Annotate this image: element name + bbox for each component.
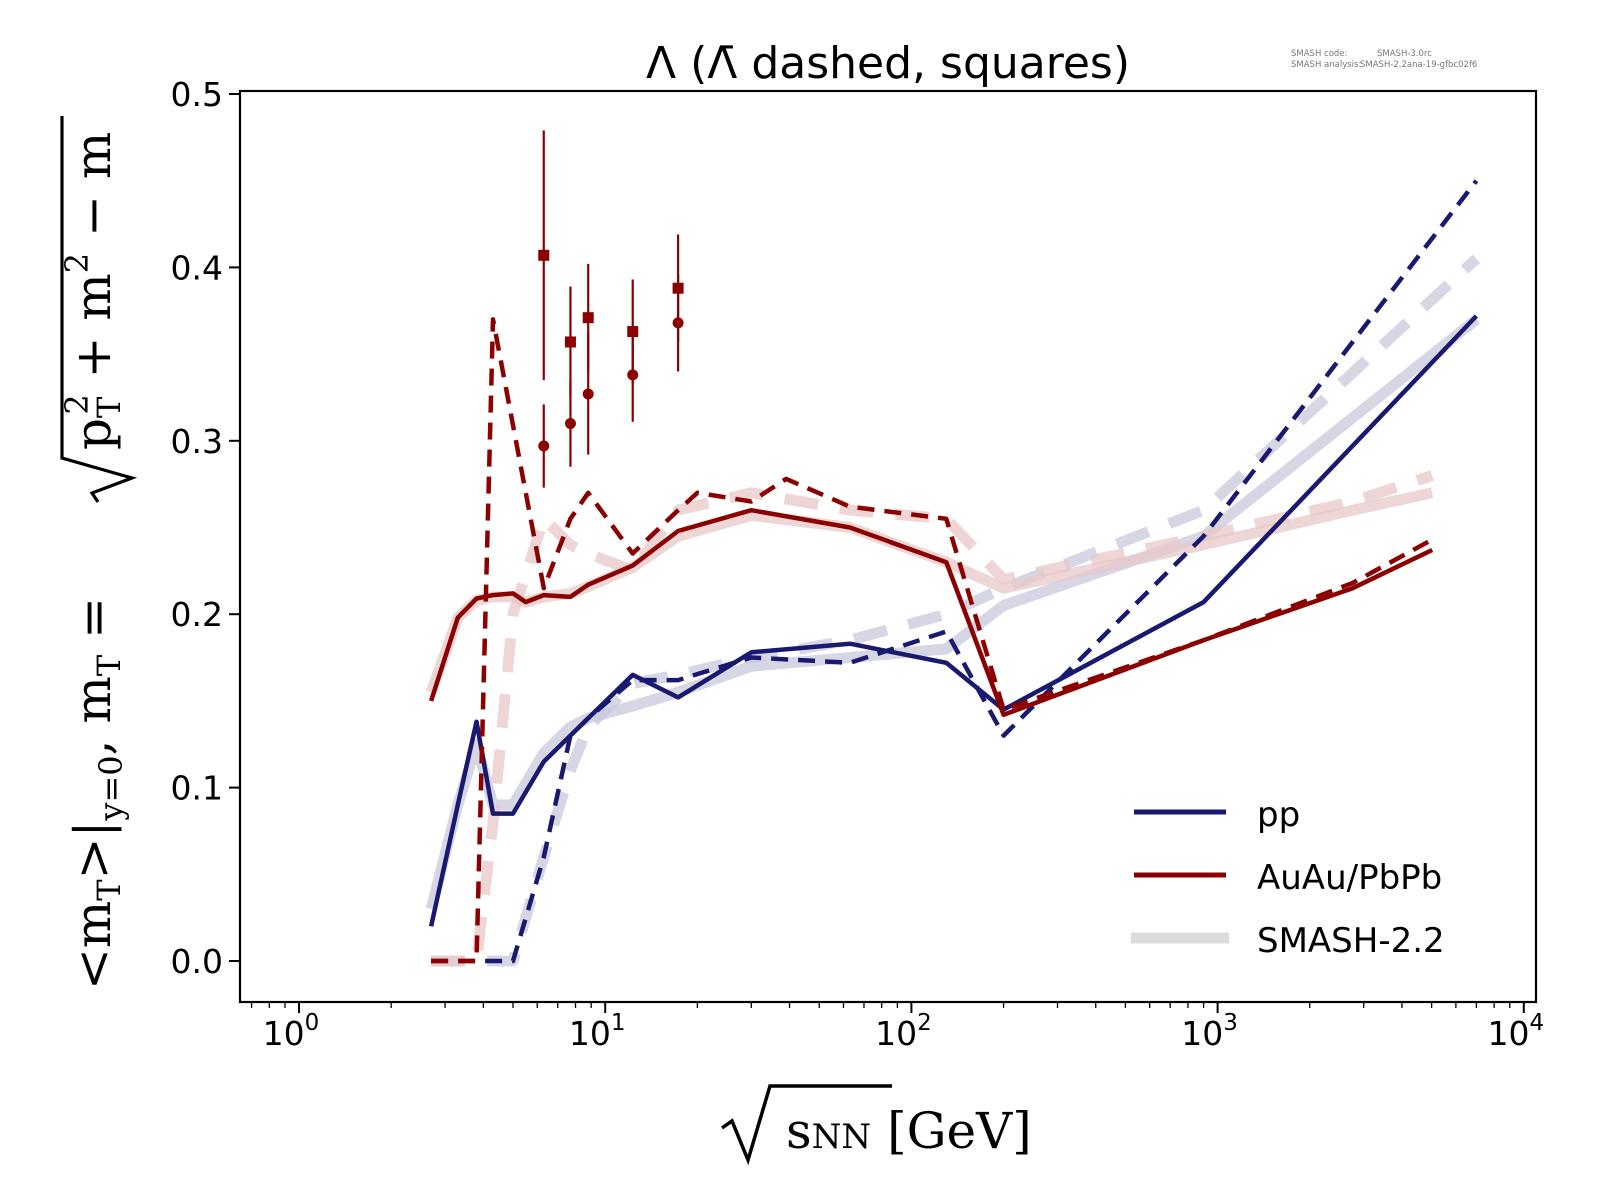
series-line-4 <box>428 314 1479 927</box>
y-tick-label: 0.5 <box>171 75 223 114</box>
x-tick-label: 103 <box>1181 1010 1238 1053</box>
lambda-data-point <box>582 388 594 400</box>
x-tick-label: 100 <box>263 1010 320 1053</box>
antilambda-data-point <box>564 336 576 348</box>
series-line-7 <box>431 317 1434 964</box>
y-axis-label: <mT>|y=0, mT = pT2 + m2 − m <box>58 116 138 990</box>
legend-label-pp: pp <box>1257 795 1300 835</box>
x-tick-label: 101 <box>569 1010 626 1053</box>
lambda-data-point <box>564 417 576 429</box>
sqrt-sign-ylabel-icon <box>60 116 138 503</box>
x-axis-label-text: sNN [GeV] <box>786 1102 1032 1160</box>
y-axis: 0.0 0.1 0.2 0.3 0.4 0.5 <box>171 75 240 981</box>
smash-code-value: SMASH-3.0rc <box>1377 49 1432 59</box>
chart-title: Λ (Λ̄ dashed, squares) <box>646 38 1130 89</box>
legend-label-auau: AuAu/PbPb <box>1257 858 1442 898</box>
plot-frame <box>238 89 1538 1004</box>
legend-item-pp: pp <box>1134 795 1300 835</box>
data-points-layer <box>538 130 684 488</box>
y-tick-label: 0.4 <box>171 248 223 287</box>
series-layer <box>425 179 1481 967</box>
x-tick-label: 102 <box>875 1010 932 1053</box>
sqrt-sign-icon <box>720 1084 892 1166</box>
x-axis-label: sNN [GeV] <box>720 1084 1032 1166</box>
y-tick-label: 0.2 <box>171 595 223 634</box>
y-tick-label: 0.3 <box>171 422 223 461</box>
smash-analysis-key: SMASH analysis: <box>1291 60 1361 70</box>
smash-version-annotation: SMASH code: SMASH-3.0rc SMASH analysis: … <box>1291 49 1477 70</box>
antilambda-data-point <box>582 312 594 324</box>
y-tick-label: 0.0 <box>171 942 223 981</box>
antilambda-data-point <box>627 326 639 338</box>
smash-analysis-value: SMASH-2.2ana-19-gfbc02f6 <box>1360 60 1477 70</box>
x-axis: 100 101 102 103 104 <box>250 1002 1544 1053</box>
legend-item-auau: AuAu/PbPb <box>1134 858 1442 898</box>
legend-item-smash: SMASH-2.2 <box>1131 921 1445 961</box>
y-axis-label-sqrt-content: pT2 + m2 − m <box>58 132 128 450</box>
legend-label-smash: SMASH-2.2 <box>1257 921 1445 961</box>
y-tick-label: 0.1 <box>171 769 223 808</box>
antilambda-data-point <box>672 282 684 294</box>
series-line-6 <box>428 507 1434 718</box>
lambda-data-point <box>538 440 550 452</box>
series-line-5 <box>431 179 1479 964</box>
smash-code-key: SMASH code: <box>1291 49 1347 59</box>
x-tick-label: 104 <box>1487 1010 1544 1053</box>
legend: pp AuAu/PbPb SMASH-2.2 <box>1131 795 1445 961</box>
series-line-3 <box>431 470 1434 967</box>
antilambda-data-point <box>538 249 550 261</box>
y-axis-label-text: <mT>|y=0, mT = <box>64 597 130 990</box>
